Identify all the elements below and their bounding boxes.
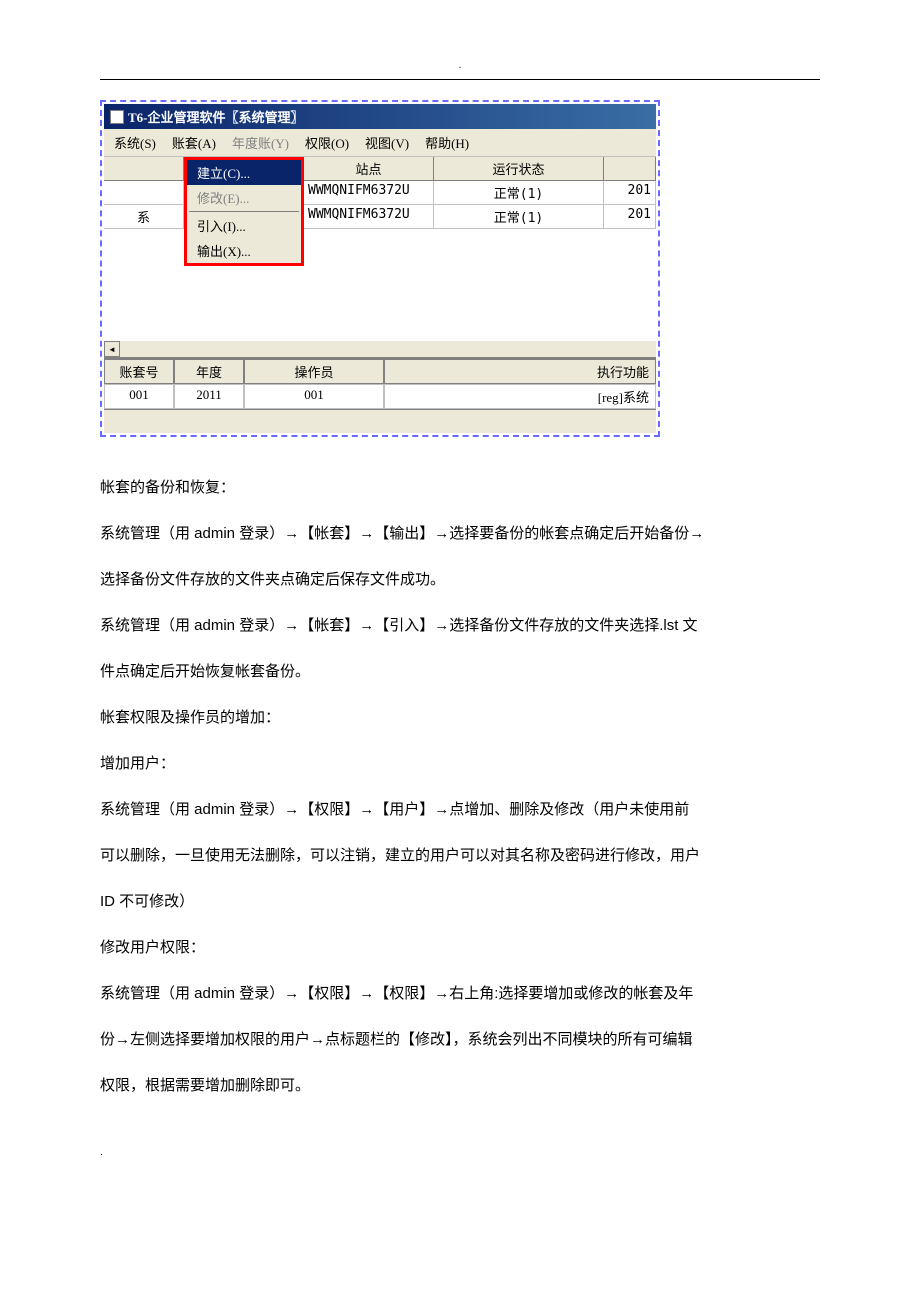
header-station: 站点 <box>304 157 434 180</box>
header-blank1 <box>104 157 184 180</box>
scroll-left-icon[interactable]: ◄ <box>104 341 120 357</box>
cell-year: 201 <box>604 181 656 204</box>
cell-status: 正常(1) <box>434 205 604 228</box>
doc-paragraph: 份→左侧选择要增加权限的用户→点标题栏的【修改】，系统会列出不同模块的所有可编辑 <box>100 1019 820 1061</box>
doc-paragraph: 修改用户权限： <box>100 927 820 969</box>
header-func: 执行功能 <box>384 359 656 384</box>
cell-blank <box>104 181 184 204</box>
doc-paragraph: 件点确定后开始恢复帐套备份。 <box>100 651 820 693</box>
cell-station: WWMQNIFM6372U <box>304 181 434 204</box>
doc-paragraph: 系统管理（用 admin 登录）→【帐套】→【输出】→选择要备份的帐套点确定后开… <box>100 513 820 555</box>
menu-system[interactable]: 系统(S) <box>108 131 162 154</box>
doc-paragraph: 可以删除，一旦使用无法删除，可以注销，建立的用户可以对其名称及密码进行修改，用户 <box>100 835 820 877</box>
window-title: T6-企业管理软件〖系统管理〗 <box>128 107 304 126</box>
cell-account-no: 001 <box>104 384 174 409</box>
menu-separator <box>189 211 299 212</box>
app-window: T6-企业管理软件〖系统管理〗 系统(S) 账套(A) 年度账(Y) 权限(O)… <box>104 104 656 433</box>
cell-operator: 001 <box>244 384 384 409</box>
app-icon <box>110 110 124 124</box>
doc-paragraph: 系统管理（用 admin 登录）→【权限】→【权限】→右上角:选择要增加或修改的… <box>100 973 820 1015</box>
menu-permission[interactable]: 权限(O) <box>299 131 355 154</box>
account-dropdown-menu: 建立(C)... 修改(E)... 引入(I)... 输出(X)... <box>184 157 304 266</box>
horizontal-scrollbar[interactable]: ◄ <box>104 341 656 357</box>
header-account-no: 账套号 <box>104 359 174 384</box>
menu-item-import[interactable]: 引入(I)... <box>187 213 301 238</box>
cell-status: 正常(1) <box>434 181 604 204</box>
doc-paragraph: 系统管理（用 admin 登录）→【帐套】→【引入】→选择备份文件存放的文件夹选… <box>100 605 820 647</box>
status-bar <box>104 409 656 433</box>
menu-help[interactable]: 帮助(H) <box>419 131 475 154</box>
document-body: 帐套的备份和恢复： 系统管理（用 admin 登录）→【帐套】→【输出】→选择要… <box>100 467 820 1107</box>
menu-item-create[interactable]: 建立(C)... <box>187 160 301 185</box>
menu-bar: 系统(S) 账套(A) 年度账(Y) 权限(O) 视图(V) 帮助(H) <box>104 129 656 157</box>
header-operator: 操作员 <box>244 359 384 384</box>
cell-left-label: 系 <box>104 205 184 228</box>
doc-paragraph: 选择备份文件存放的文件夹点确定后保存文件成功。 <box>100 559 820 601</box>
screenshot-container: T6-企业管理软件〖系统管理〗 系统(S) 账套(A) 年度账(Y) 权限(O)… <box>100 100 660 437</box>
bottom-grid: 账套号 年度 操作员 执行功能 001 2011 001 [reg]系统 <box>104 357 656 409</box>
page-footer-dot: . <box>100 1147 820 1158</box>
header-blank3 <box>604 157 656 180</box>
doc-paragraph: 增加用户： <box>100 743 820 785</box>
bottom-grid-header: 账套号 年度 操作员 执行功能 <box>104 359 656 384</box>
doc-paragraph: 系统管理（用 admin 登录）→【权限】→【用户】→点增加、删除及修改（用户未… <box>100 789 820 831</box>
cell-year: 2011 <box>174 384 244 409</box>
doc-paragraph: ID 不可修改） <box>100 881 820 923</box>
page-header-line <box>100 79 820 80</box>
doc-paragraph: 权限，根据需要增加删除即可。 <box>100 1065 820 1107</box>
menu-view[interactable]: 视图(V) <box>359 131 415 154</box>
header-status: 运行状态 <box>434 157 604 180</box>
cell-station: WWMQNIFM6372U <box>304 205 434 228</box>
menu-item-modify[interactable]: 修改(E)... <box>187 185 301 210</box>
menu-item-output[interactable]: 输出(X)... <box>187 238 301 263</box>
table-row[interactable]: 001 2011 001 [reg]系统 <box>104 384 656 409</box>
doc-paragraph: 帐套的备份和恢复： <box>100 467 820 509</box>
content-area: 站点 运行状态 WWMQNIFM6372U 正常(1) 201 系 WWMQNI… <box>104 157 656 357</box>
page-header-dot: . <box>100 60 820 71</box>
menu-year[interactable]: 年度账(Y) <box>226 131 295 154</box>
title-bar: T6-企业管理软件〖系统管理〗 <box>104 104 656 129</box>
menu-account[interactable]: 账套(A) <box>166 131 222 154</box>
cell-func: [reg]系统 <box>384 384 656 409</box>
cell-year: 201 <box>604 205 656 228</box>
doc-paragraph: 帐套权限及操作员的增加： <box>100 697 820 739</box>
header-year: 年度 <box>174 359 244 384</box>
